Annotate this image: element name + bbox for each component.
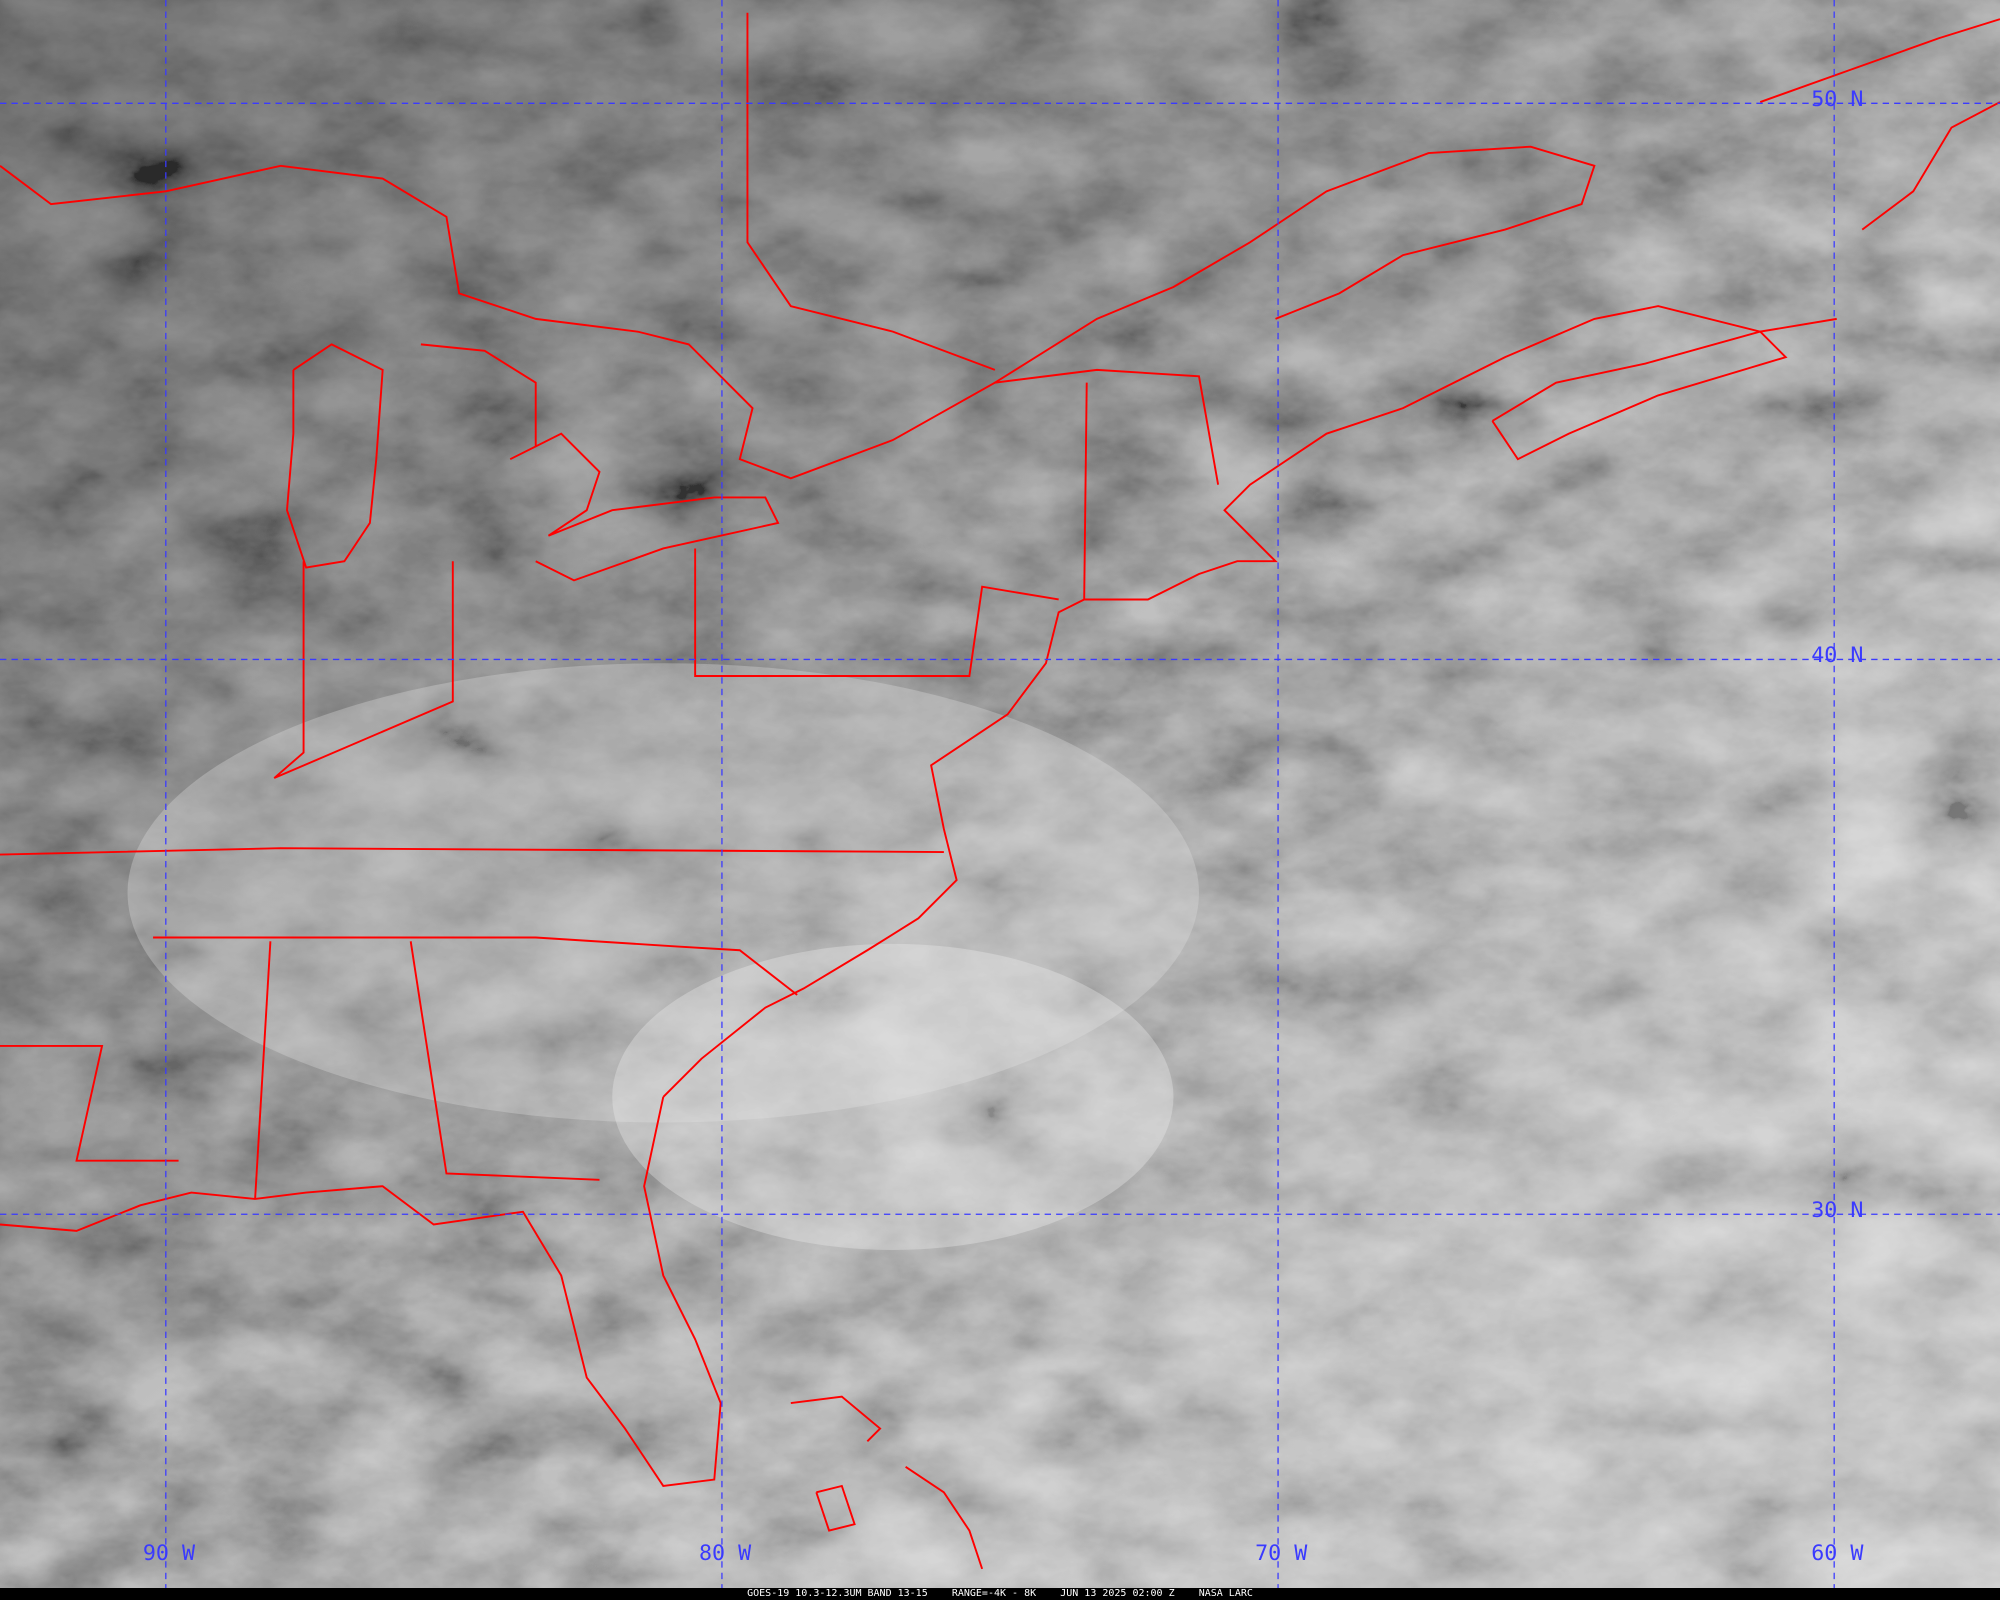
state-lines xyxy=(1083,382,1088,600)
lon-label-80w: 80 W xyxy=(699,1541,752,1566)
labrador-coast xyxy=(1759,18,2000,103)
bahamas xyxy=(815,1484,856,1532)
state-lines xyxy=(153,936,798,996)
state-lines xyxy=(254,941,272,1200)
lon-label-60w: 60 W xyxy=(1811,1541,1864,1566)
hudson-bay-coast xyxy=(746,12,996,371)
lat-label-50n: 50 N xyxy=(1811,87,1863,112)
boundaries xyxy=(0,12,2000,1570)
state-lines xyxy=(0,847,944,856)
caption-datetime: JUN 13 2025 02:00 Z xyxy=(1060,1588,1175,1599)
state-lines xyxy=(694,548,1059,677)
lat-label-30n: 30 N xyxy=(1811,1198,1863,1223)
cloud-mass xyxy=(127,663,1199,1123)
state-lines xyxy=(409,941,600,1181)
lon-label-70w: 70 W xyxy=(1255,1541,1308,1566)
caption-range: RANGE=-4K - 8K xyxy=(951,1588,1037,1599)
lake-michigan xyxy=(286,343,384,569)
caption-source: NASA LARC xyxy=(1198,1588,1253,1599)
bahamas xyxy=(790,1395,882,1442)
lake-huron-erie xyxy=(420,343,780,582)
cloud-mass xyxy=(612,943,1174,1250)
lat-label-40n: 40 N xyxy=(1811,643,1863,668)
canada-border xyxy=(0,164,1220,485)
state-lines xyxy=(273,561,454,779)
newfoundland xyxy=(1861,101,2000,231)
nova-scotia xyxy=(1491,330,1788,461)
east-coastline xyxy=(662,305,1837,1098)
st-lawrence xyxy=(994,145,1596,384)
caption-satellite: GOES-19 10.3-12.3UM BAND 13-15 xyxy=(747,1588,928,1599)
image-caption: GOES-19 10.3-12.3UM BAND 13-15 RANGE=-4K… xyxy=(0,1588,2000,1600)
bahamas xyxy=(905,1466,984,1570)
lon-label-90w: 90 W xyxy=(143,1541,196,1566)
state-lines xyxy=(0,1044,179,1162)
gulf-coastline xyxy=(0,1096,722,1487)
